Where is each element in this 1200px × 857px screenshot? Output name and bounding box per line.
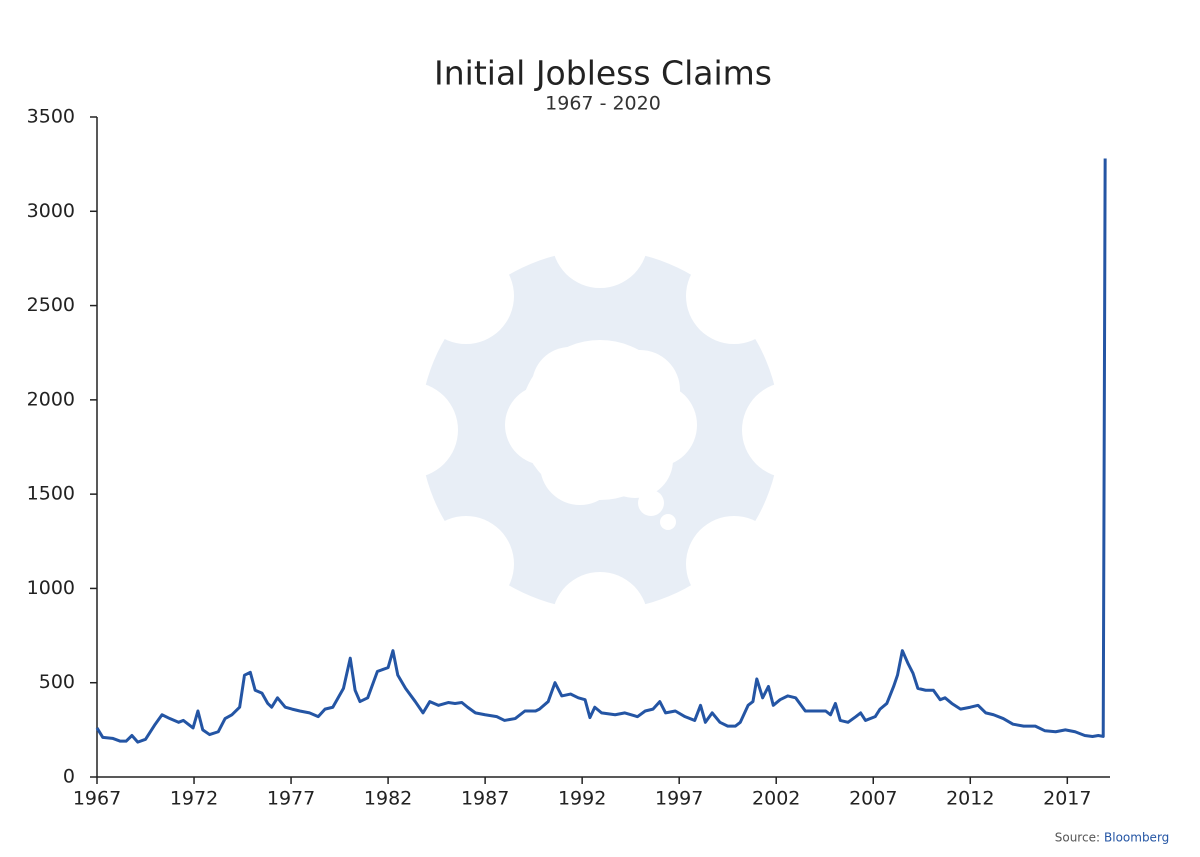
chart-title: Initial Jobless Claims <box>434 54 772 93</box>
x-tick-label: 1972 <box>170 788 218 810</box>
y-tick-label: 500 <box>39 671 75 693</box>
chart-subtitle: 1967 - 2020 <box>545 93 661 115</box>
source-label: Source: <box>1055 831 1100 845</box>
y-tick-label: 1500 <box>27 483 75 505</box>
x-tick-label: 1987 <box>461 788 509 810</box>
source-name: Bloomberg <box>1104 831 1169 845</box>
x-tick-label: 2002 <box>752 788 800 810</box>
y-tick-label: 3000 <box>27 200 75 222</box>
x-tick-label: 2007 <box>849 788 897 810</box>
x-tick-label: 1982 <box>364 788 412 810</box>
x-tick-label: 1977 <box>267 788 315 810</box>
y-tick-label: 0 <box>63 766 75 788</box>
x-tick-label: 1967 <box>73 788 121 810</box>
x-tick-label: 2012 <box>946 788 994 810</box>
data-line <box>95 158 1107 744</box>
y-tick-label: 1000 <box>27 577 75 599</box>
y-tick-label: 2500 <box>27 294 75 316</box>
x-tick-label: 2017 <box>1043 788 1091 810</box>
watermark <box>362 192 838 668</box>
x-tick-label: 1997 <box>655 788 703 810</box>
x-tick-label: 1992 <box>558 788 606 810</box>
y-tick-label: 3500 <box>27 106 75 128</box>
y-tick-label: 2000 <box>27 388 75 410</box>
